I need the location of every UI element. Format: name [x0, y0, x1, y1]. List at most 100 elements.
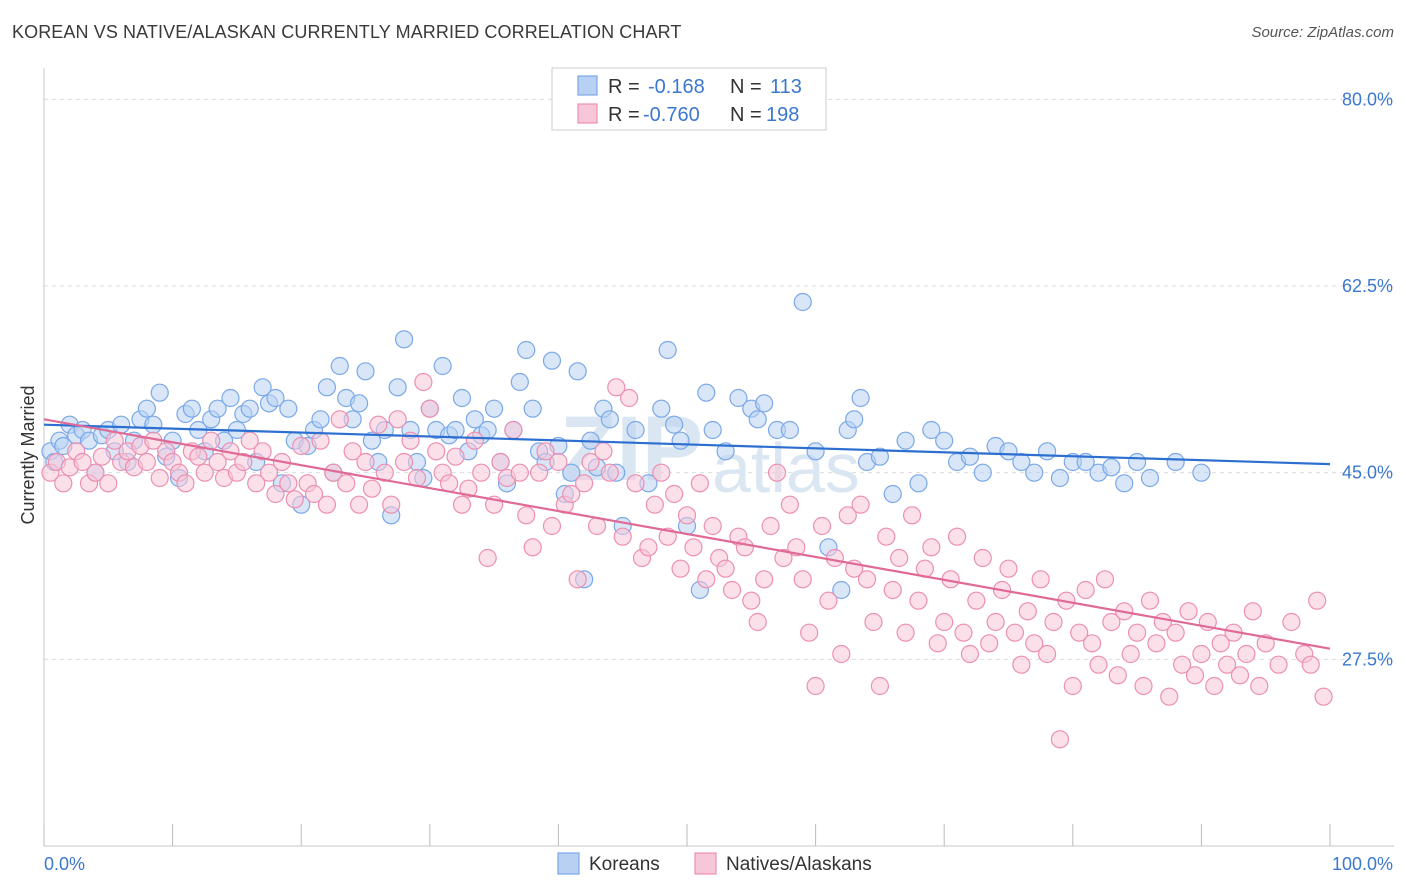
point-natives [150, 468, 169, 488]
point-natives [259, 463, 279, 482]
bottom-legend-label-natives: Natives/Alaskans [726, 854, 872, 875]
point-koreans [626, 420, 645, 440]
point-natives [703, 516, 722, 536]
point-natives [491, 452, 510, 472]
point-natives [665, 484, 684, 504]
point-natives [452, 495, 472, 514]
point-natives [877, 527, 896, 546]
point-natives [684, 538, 703, 557]
point-natives [755, 570, 774, 589]
point-natives [382, 495, 401, 514]
point-natives [478, 548, 497, 568]
point-natives [1243, 602, 1262, 621]
point-natives [1185, 666, 1205, 685]
point-natives [671, 559, 690, 578]
point-koreans [973, 463, 992, 482]
point-natives [388, 410, 407, 429]
point-natives [607, 378, 626, 397]
point-natives [195, 463, 214, 482]
point-natives [697, 570, 716, 589]
point-natives [279, 474, 298, 493]
point-natives [973, 548, 992, 568]
point-natives [337, 474, 356, 493]
point-koreans [112, 415, 131, 434]
point-natives [530, 463, 549, 482]
point-natives [1166, 623, 1185, 642]
point-natives [1089, 655, 1108, 674]
legend-n-value-koreans: 113 [770, 76, 802, 98]
point-koreans [240, 399, 259, 418]
point-natives [240, 431, 259, 450]
point-koreans [1140, 468, 1160, 488]
point-koreans [665, 415, 684, 434]
point-natives [1005, 623, 1025, 642]
point-koreans [330, 356, 349, 376]
legend: R = -0.168 N = 113 R = -0.760 N = 198 [551, 67, 827, 131]
point-natives [986, 612, 1005, 632]
bottom-legend: Koreans Natives/Alaskans [557, 852, 872, 875]
point-koreans [716, 442, 735, 461]
point-natives [1211, 634, 1230, 653]
point-koreans [1102, 458, 1121, 477]
y-tick-label: 80.0% [1342, 89, 1393, 109]
point-natives [536, 442, 555, 461]
point-natives [626, 474, 645, 493]
point-natives [86, 463, 105, 482]
point-koreans [266, 388, 285, 408]
point-koreans [851, 388, 870, 408]
point-natives [414, 372, 433, 392]
point-natives [1282, 612, 1301, 632]
point-koreans [780, 420, 799, 440]
point-koreans [221, 388, 240, 408]
point-natives [896, 623, 915, 642]
point-koreans [542, 351, 562, 370]
point-natives [780, 495, 799, 514]
point-natives [819, 591, 838, 610]
point-koreans [1037, 442, 1057, 461]
point-koreans [446, 420, 465, 440]
point-natives [864, 612, 883, 632]
point-natives [349, 495, 369, 514]
point-natives [960, 644, 980, 664]
point-natives [857, 570, 877, 589]
point-natives [568, 570, 587, 589]
point-koreans [671, 431, 690, 450]
point-natives [690, 474, 709, 493]
point-koreans [658, 340, 677, 360]
point-natives [247, 474, 266, 493]
point-natives [761, 516, 780, 536]
point-koreans [999, 442, 1018, 461]
point-natives [575, 474, 594, 493]
point-natives [652, 463, 671, 482]
point-koreans [485, 399, 504, 418]
point-koreans [510, 372, 529, 392]
point-natives [677, 506, 697, 525]
point-koreans [362, 431, 382, 450]
point-natives [504, 420, 523, 440]
point-natives [317, 495, 337, 514]
point-natives [787, 538, 806, 557]
y-axis-label: Currently Married [18, 385, 38, 524]
point-natives [208, 452, 227, 472]
y-tick-label: 62.5% [1342, 276, 1393, 296]
point-natives [1070, 623, 1089, 642]
legend-swatch-natives [577, 103, 598, 124]
point-natives [1218, 655, 1237, 674]
point-natives [54, 474, 73, 493]
point-natives [1108, 666, 1127, 685]
point-natives [1012, 655, 1031, 674]
point-koreans [465, 410, 484, 429]
point-natives [362, 479, 382, 498]
point-natives [311, 431, 330, 450]
point-natives [1147, 634, 1166, 653]
point-natives [1250, 676, 1269, 696]
point-koreans [922, 420, 941, 440]
point-koreans [697, 383, 716, 402]
legend-n-value-natives: 198 [766, 104, 799, 126]
point-natives [92, 447, 111, 466]
point-natives [639, 538, 658, 557]
legend-r-value-natives: -0.760 [643, 104, 700, 126]
point-natives [1018, 602, 1037, 621]
point-natives [356, 452, 375, 472]
point-koreans [568, 362, 587, 381]
